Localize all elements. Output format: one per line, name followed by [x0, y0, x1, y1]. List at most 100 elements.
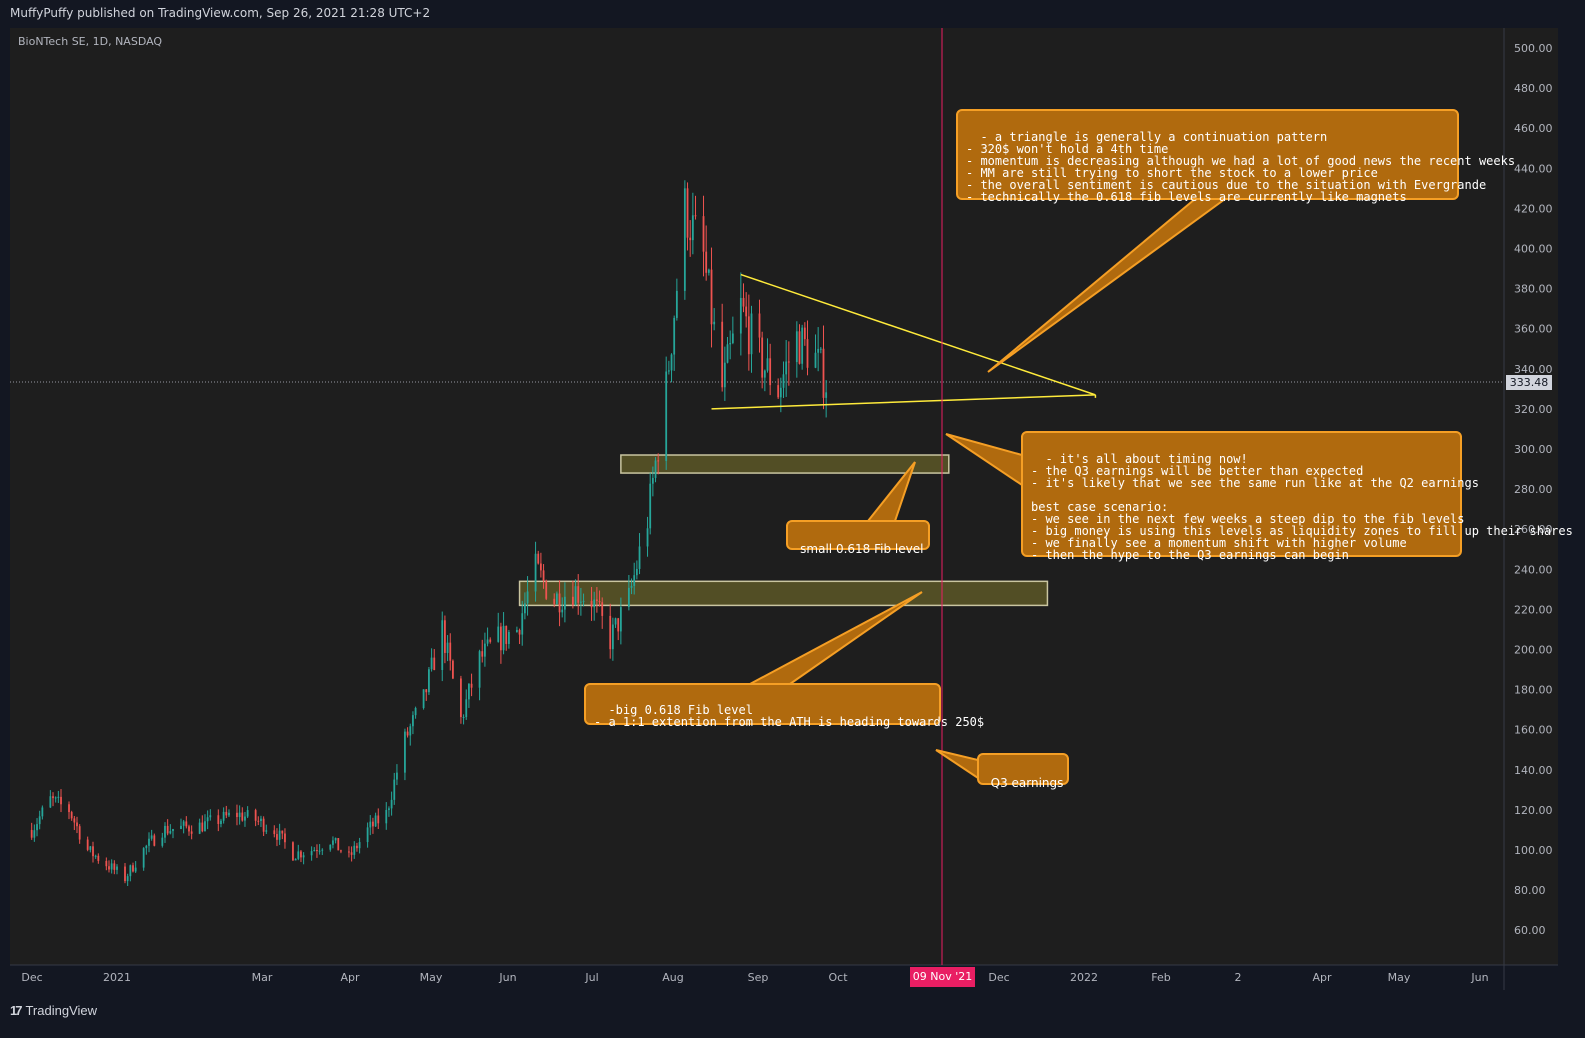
price-tick-label: 80.00 [1514, 884, 1546, 897]
candle-body [449, 642, 452, 661]
candle-body [806, 339, 809, 368]
triangle-pattern[interactable] [711, 273, 1097, 410]
candle-body [537, 553, 540, 564]
fib-zones [518, 454, 1049, 607]
candle-body [577, 586, 580, 603]
candle-body [358, 842, 361, 849]
candle-body [172, 828, 174, 832]
small-fib-callout[interactable]: small 0.618 Fib level [786, 520, 930, 556]
tradingview-logo[interactable]: 17 TradingView [10, 1003, 97, 1018]
price-axis[interactable]: 500.00 480.00 460.00 440.00 420.00 400.00 380.… [1514, 42, 1553, 937]
time-tick-label: May [420, 971, 443, 984]
price-tick-label: 400.00 [1514, 243, 1553, 256]
candle-body [348, 851, 350, 853]
candle-body [779, 387, 782, 398]
candle-body [302, 855, 305, 858]
symbol-title: BioNTech SE, 1D, NASDAQ [18, 35, 163, 48]
time-tick-label: Feb [1151, 971, 1170, 984]
candle-body [41, 807, 44, 817]
time-tick-label: Jul [584, 971, 598, 984]
price-tick-label: 260.00 [1514, 523, 1553, 536]
candle-body [723, 362, 726, 388]
candle-body [33, 830, 36, 838]
price-tick-label: 420.00 [1514, 202, 1553, 215]
candle-body [318, 850, 321, 852]
candle-body [555, 593, 558, 604]
time-tick-label: 2022 [1070, 971, 1098, 984]
candle-body [204, 821, 206, 832]
candle-body [462, 717, 465, 719]
candle-body [236, 812, 238, 818]
candle-body [582, 600, 585, 602]
small-fib-zone [620, 454, 950, 474]
candle-body [571, 596, 574, 606]
price-tick-label: 140.00 [1514, 764, 1553, 777]
time-tick-label: Mar [252, 971, 273, 984]
candle-body [505, 625, 508, 644]
candle-body [478, 651, 481, 688]
candle-body [129, 865, 132, 877]
candle-body [68, 804, 70, 813]
price-tick-label: 180.00 [1514, 684, 1553, 697]
candle-body [36, 824, 38, 831]
candle-body [244, 816, 246, 821]
candle-body [593, 599, 596, 608]
candle-body [795, 331, 798, 363]
q3-earnings-callout[interactable]: Q3 earnings [977, 753, 1069, 790]
candle-body [729, 343, 732, 345]
candle-body [497, 626, 500, 642]
candle-body [673, 317, 676, 355]
big-fib-callout[interactable]: -big 0.618 Fib level - a 1:1 extention f… [584, 683, 984, 728]
candle-body [785, 361, 788, 375]
candle-body [404, 731, 406, 773]
timing-note-callout[interactable]: - it's all about timing now! - the Q3 ea… [1021, 431, 1573, 561]
time-tick-label: Jun [498, 971, 516, 984]
candle-body [241, 812, 244, 821]
candle-body [228, 812, 230, 816]
big-fib-text: -big 0.618 Fib level - a 1:1 extention f… [594, 703, 985, 729]
candle-body [206, 817, 209, 822]
candle-body [707, 269, 710, 273]
candle-body [702, 216, 705, 252]
candle-body [635, 568, 638, 576]
candle-body [260, 818, 262, 822]
candle-body [486, 639, 489, 644]
price-tick-label: 120.00 [1514, 804, 1553, 817]
candle-body [164, 825, 166, 838]
candle-body [49, 796, 52, 808]
candle-body [310, 851, 313, 856]
candle-body [590, 600, 593, 608]
candle-body [153, 835, 156, 846]
candle-body [481, 651, 484, 657]
candle-body [521, 613, 524, 635]
candle-body [161, 837, 164, 846]
candle-body [798, 331, 801, 364]
candle-body [132, 865, 134, 872]
candle-body [766, 358, 769, 371]
candle-body [220, 820, 222, 824]
candle-body [97, 855, 100, 861]
candle-body [105, 860, 108, 867]
triangle-note-callout[interactable]: - a triangle is generally a continuation… [956, 109, 1515, 203]
candle-body [86, 839, 89, 850]
time-axis[interactable]: Dec 2021 Mar Apr May Jun Jul Aug Sep Oct Dec 2022 Fe… [21, 971, 1488, 984]
candle-body [814, 352, 817, 368]
candle-body [750, 313, 753, 355]
price-tick-label: 500.00 [1514, 42, 1553, 55]
candle-body [553, 598, 556, 604]
candle-body [614, 618, 617, 625]
candle-body [825, 392, 828, 398]
candle-body [598, 600, 601, 603]
candle-body [329, 844, 332, 850]
time-tick-label: Jun [1470, 971, 1488, 984]
candle-body [617, 618, 620, 632]
price-tick-label: 240.00 [1514, 563, 1553, 576]
candle-body [561, 609, 564, 613]
candle-body [390, 799, 393, 809]
candle-body [316, 850, 318, 852]
candlesticks [30, 180, 828, 886]
price-tick-label: 200.00 [1514, 644, 1553, 657]
candle-body [601, 602, 604, 616]
candle-body [523, 603, 526, 614]
candle-body [222, 811, 225, 821]
